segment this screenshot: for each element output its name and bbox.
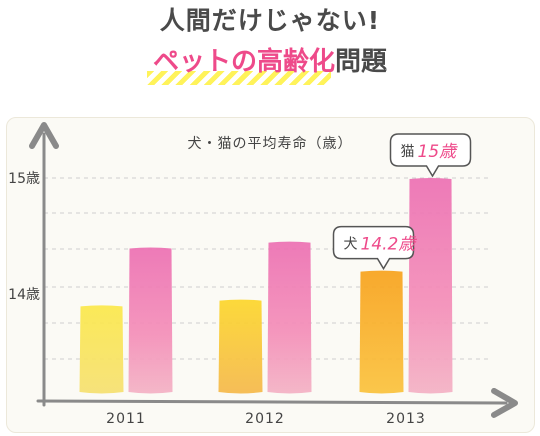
headline-highlight: ペットの高齢化 xyxy=(152,47,335,77)
bar-2013-series-0 xyxy=(359,270,404,394)
x-axis xyxy=(36,387,518,418)
headline-line2: ペットの高齢化問題 xyxy=(0,42,540,85)
bubble-shape xyxy=(332,225,415,271)
annotation-label: 犬 xyxy=(344,237,358,253)
bar-2012-series-0 xyxy=(218,299,263,394)
y-tick-label: 15歳 xyxy=(8,171,40,187)
bar-2011-series-1 xyxy=(128,247,173,394)
x-tick-label: 2013 xyxy=(386,411,426,427)
axis-labels: 15歳 14歳 2011 2012 2013 xyxy=(8,171,426,427)
chart-title: 犬・猫の平均寿命（歳） xyxy=(188,135,353,152)
headline-line1: 人間だけじゃない! xyxy=(159,6,381,35)
axes xyxy=(29,122,518,418)
bar-2011-series-0 xyxy=(79,305,124,394)
annotation-value: 15歳 xyxy=(418,142,459,162)
bars xyxy=(79,178,453,394)
headline: 人間だけじゃない! ペットの高齢化問題 xyxy=(0,0,540,85)
highlight-stripe xyxy=(146,71,332,85)
y-tick-label: 14歳 xyxy=(8,287,40,303)
headline-rest: 問題 xyxy=(335,47,388,77)
bar-2012-series-1 xyxy=(267,241,312,394)
bubble-shape xyxy=(389,133,472,178)
annotation-label: 猫 xyxy=(401,144,415,160)
bar-2013-series-1 xyxy=(408,178,453,394)
annotations: 犬 14.2歳 猫 15歳 xyxy=(332,133,472,271)
x-tick-label: 2011 xyxy=(106,411,146,427)
annotation-value: 14.2歳 xyxy=(361,235,418,255)
annotation-bubble: 猫 15歳 xyxy=(389,133,472,178)
annotation-bubble: 犬 14.2歳 xyxy=(332,225,418,271)
headline-line2-wrap: ペットの高齢化問題 xyxy=(146,42,388,85)
x-tick-label: 2012 xyxy=(245,411,285,427)
